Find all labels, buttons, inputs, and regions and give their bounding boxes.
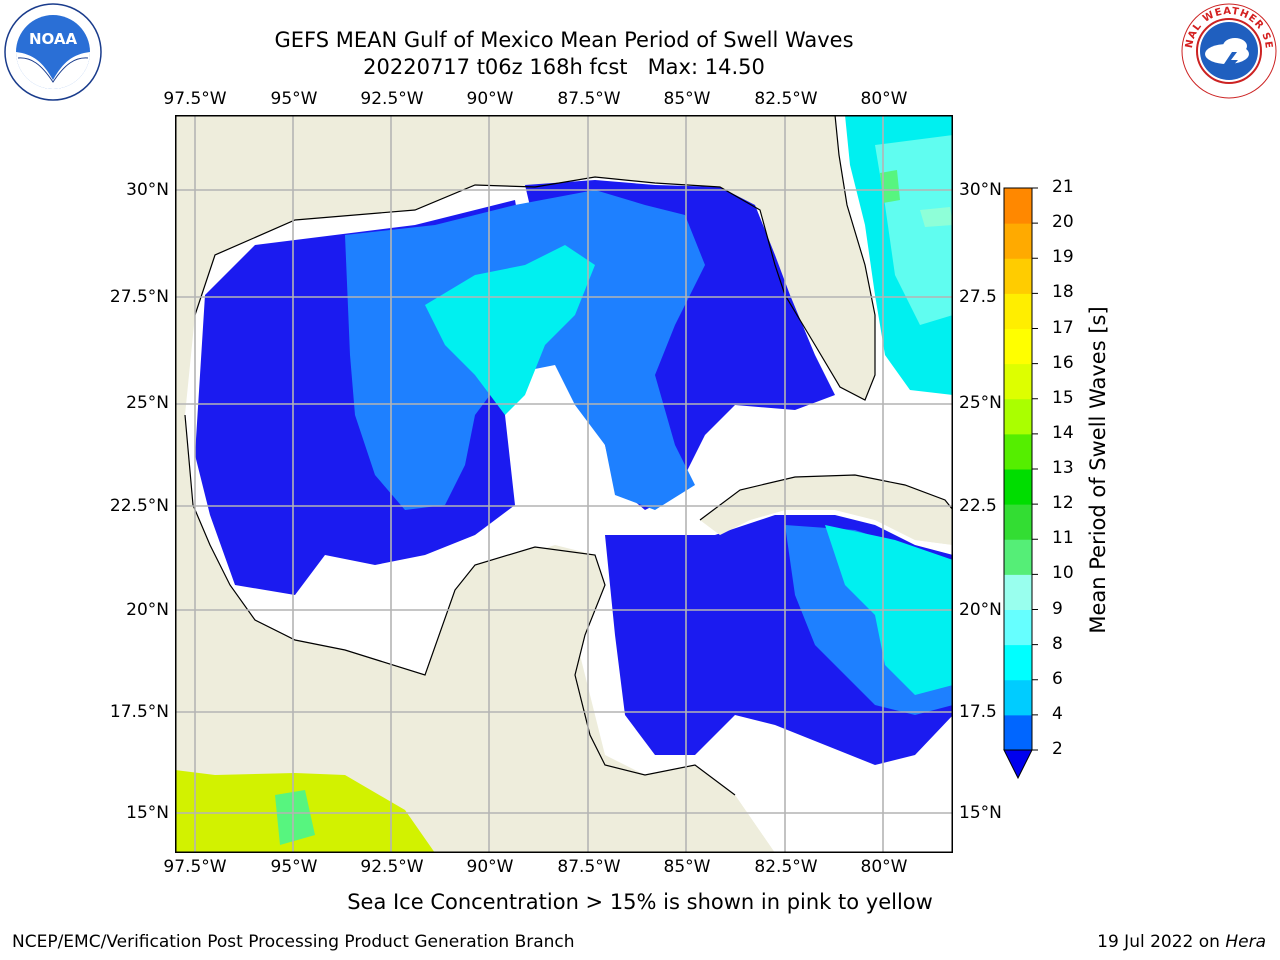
noaa-text: NOAA	[29, 30, 78, 48]
lon-label-bottom: 97.5°W	[163, 857, 227, 877]
colorbar-tick-label: 4	[1052, 703, 1063, 724]
florida-land	[760, 115, 875, 400]
lon-label-bottom: 95°W	[270, 857, 318, 877]
colorbar-tick-label: 8	[1052, 633, 1063, 654]
lat-label-left: 17.5°N	[109, 702, 169, 722]
colorbar-segment	[1004, 363, 1032, 400]
chart-title: GEFS MEAN Gulf of Mexico Mean Period of …	[274, 28, 854, 52]
lon-label-bottom: 82.5°W	[754, 857, 818, 877]
colorbar-tick-label: 12	[1052, 493, 1074, 514]
colorbar-segment	[1004, 258, 1032, 294]
map-border	[175, 115, 953, 853]
lat-label-right: 22.5	[959, 496, 997, 516]
swell-9-10s-patch	[920, 207, 953, 227]
colorbar-tick-label: 15	[1052, 387, 1074, 408]
colorbar-tick-label: 11	[1052, 528, 1074, 549]
colorbar-tick-label: 10	[1052, 563, 1074, 584]
lon-label-top: 90°W	[466, 89, 514, 109]
colorbar-tick-label: 19	[1052, 247, 1074, 268]
lat-label-right: 27.5	[959, 287, 997, 307]
colorbar-tick-label: 16	[1052, 352, 1074, 373]
colorbar-svg	[1003, 187, 1038, 780]
lat-label-left: 25°N	[126, 393, 169, 413]
map-plot-area	[175, 115, 953, 853]
chart-subtitle-forecast: 20220717 t06z 168h fcst Max: 14.50	[363, 55, 765, 79]
colorbar-segment	[1004, 188, 1032, 224]
lat-label-left: 15°N	[126, 803, 169, 823]
colorbar-segment	[1004, 714, 1032, 751]
caribbean-water	[720, 755, 953, 853]
lat-label-left: 20°N	[126, 600, 169, 620]
colorbar-tick-label: 14	[1052, 422, 1074, 443]
lon-label-bottom: 80°W	[860, 857, 908, 877]
swell-10-11s-patch	[880, 170, 900, 203]
colorbar-tick-label: 21	[1052, 177, 1074, 197]
map-svg	[175, 115, 953, 853]
colorbar-segment	[1004, 433, 1032, 470]
lat-label-right: 17.5	[959, 702, 997, 722]
colorbar-segment	[1004, 539, 1032, 575]
colorbar-segment	[1004, 609, 1032, 646]
lon-label-top: 85°W	[663, 89, 711, 109]
yucatan-land-overlay	[475, 547, 775, 853]
coastline	[184, 414, 736, 796]
footer-date: 19 Jul 2022 on Hera	[1097, 932, 1266, 952]
lon-label-top: 82.5°W	[754, 89, 818, 109]
colorbar-segment	[1004, 293, 1032, 329]
lon-label-bottom: 87.5°W	[557, 857, 621, 877]
colorbar-segment	[1004, 644, 1032, 681]
colorbar-segment	[1004, 223, 1032, 259]
colorbar-tick-label: 18	[1052, 282, 1074, 303]
lat-label-left: 22.5°N	[109, 496, 169, 516]
lon-label-top: 97.5°W	[163, 89, 227, 109]
lon-label-top: 95°W	[270, 89, 318, 109]
colorbar-segment	[1004, 398, 1032, 435]
lat-label-left: 27.5°N	[109, 287, 169, 307]
swell-6-8s-ribbon	[425, 245, 595, 415]
colorbar-segment	[1004, 469, 1032, 505]
cuba-land-overlay	[700, 475, 953, 545]
lat-label-right: 20°N	[959, 600, 1002, 620]
sea-ice-note: Sea Ice Concentration > 15% is shown in …	[347, 890, 933, 914]
colorbar-tick-label: 2	[1052, 739, 1063, 759]
colorbar-tick-label: 13	[1052, 458, 1074, 478]
lon-label-bottom: 90°W	[466, 857, 514, 877]
colorbar-segment	[1004, 504, 1032, 540]
colorbar-label: Mean Period of Swell Waves [s]	[1086, 306, 1110, 634]
colorbar-tick-label: 6	[1052, 668, 1063, 689]
colorbar-segment	[1004, 574, 1032, 610]
colorbar	[998, 180, 1048, 784]
lon-label-top: 87.5°W	[557, 89, 621, 109]
colorbar-segment	[1004, 679, 1032, 716]
footer-date-text: 19 Jul 2022 on	[1097, 932, 1226, 952]
lat-label-right: 30°N	[959, 180, 1002, 200]
coastline	[699, 474, 953, 521]
footer-host: Hera	[1225, 932, 1266, 952]
footer-credit: NCEP/EMC/Verification Post Processing Pr…	[12, 932, 575, 952]
colorbar-tick-label: 20	[1052, 212, 1074, 233]
colorbar-extend-arrow	[1003, 749, 1033, 780]
colorbar-tick-label: 9	[1052, 598, 1063, 619]
lon-label-bottom: 85°W	[663, 857, 711, 877]
coastline	[194, 115, 876, 401]
colorbar-tick-label: 17	[1052, 317, 1074, 338]
lat-label-right: 15°N	[959, 803, 1002, 823]
lon-label-top: 92.5°W	[360, 89, 424, 109]
noaa-logo: NOAA	[3, 2, 103, 102]
nws-logo: NATIONAL WEATHER SERVICE	[1175, 0, 1278, 100]
graticule	[175, 115, 953, 853]
lon-label-top: 80°W	[860, 89, 908, 109]
pacific-green-patch	[275, 790, 315, 845]
lat-label-right: 25°N	[959, 393, 1002, 413]
lat-label-left: 30°N	[126, 180, 169, 200]
colorbar-segment	[1004, 328, 1032, 365]
lon-label-bottom: 92.5°W	[360, 857, 424, 877]
